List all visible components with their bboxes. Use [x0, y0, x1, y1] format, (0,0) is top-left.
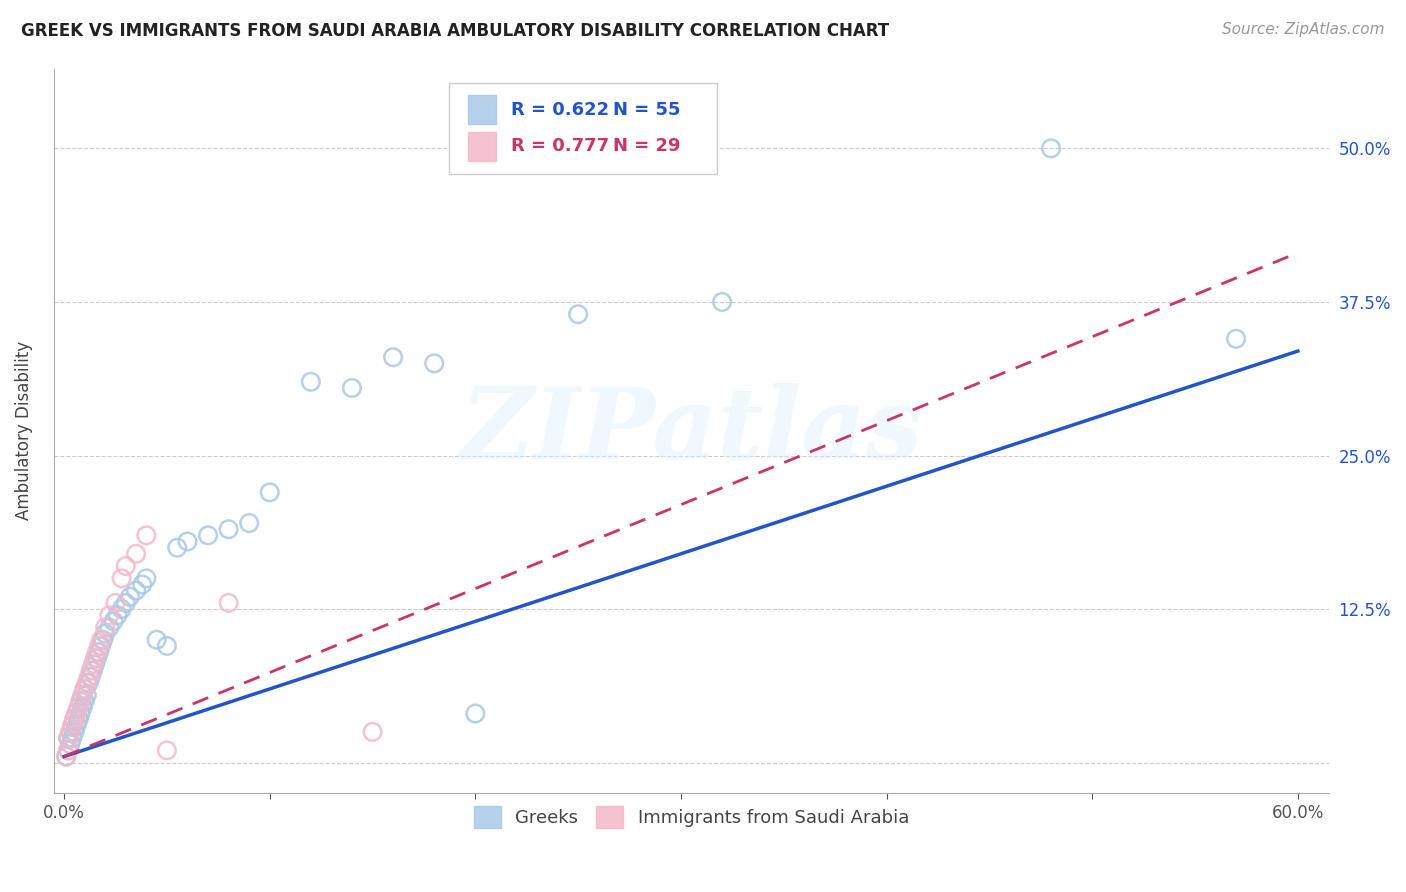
Text: N = 55: N = 55	[613, 101, 681, 119]
Point	[60, 719, 83, 733]
Point	[69, 694, 91, 708]
Point	[72, 688, 94, 702]
Point	[72, 700, 94, 714]
Point	[55, 749, 77, 764]
Point	[60, 719, 83, 733]
Text: ZIPatlas: ZIPatlas	[460, 383, 922, 479]
Point	[69, 694, 91, 708]
Point	[104, 596, 127, 610]
Point	[361, 725, 384, 739]
FancyBboxPatch shape	[468, 132, 496, 161]
Point	[567, 307, 589, 321]
Point	[125, 583, 148, 598]
Point	[111, 571, 134, 585]
Point	[103, 615, 125, 629]
Point	[86, 645, 108, 659]
Point	[156, 639, 179, 653]
Point	[176, 534, 198, 549]
Point	[91, 632, 114, 647]
Point	[166, 541, 188, 555]
Point	[58, 731, 80, 745]
Text: R = 0.622: R = 0.622	[512, 101, 610, 119]
Point	[58, 743, 80, 757]
Point	[114, 559, 136, 574]
Point	[1040, 141, 1063, 155]
Point	[1225, 332, 1247, 346]
Text: N = 29: N = 29	[613, 137, 681, 155]
Point	[340, 381, 363, 395]
Point	[125, 547, 148, 561]
Point	[80, 664, 103, 678]
Point	[58, 743, 80, 757]
Point	[73, 681, 96, 696]
Point	[135, 528, 157, 542]
Point	[135, 571, 157, 585]
FancyBboxPatch shape	[449, 83, 717, 174]
Point	[107, 608, 129, 623]
Point	[259, 485, 281, 500]
Point	[65, 719, 87, 733]
Point	[111, 602, 134, 616]
Point	[67, 713, 90, 727]
Point	[55, 749, 77, 764]
Point	[711, 294, 734, 309]
Point	[63, 713, 86, 727]
Text: R = 0.777: R = 0.777	[512, 137, 610, 155]
Point	[76, 675, 98, 690]
Point	[72, 688, 94, 702]
Point	[77, 670, 100, 684]
Point	[218, 596, 240, 610]
Point	[98, 620, 121, 634]
Point	[156, 743, 179, 757]
Point	[84, 651, 107, 665]
Point	[67, 700, 90, 714]
Point	[131, 577, 153, 591]
Point	[82, 657, 104, 672]
Point	[464, 706, 486, 721]
Point	[80, 670, 103, 684]
Point	[382, 350, 405, 364]
Point	[69, 706, 91, 721]
Point	[65, 706, 87, 721]
Point	[76, 688, 98, 702]
Point	[87, 639, 110, 653]
Point	[63, 713, 86, 727]
Point	[218, 522, 240, 536]
Point	[67, 700, 90, 714]
Y-axis label: Ambulatory Disability: Ambulatory Disability	[15, 342, 32, 521]
Point	[238, 516, 260, 530]
Point	[59, 725, 82, 739]
Point	[65, 706, 87, 721]
Point	[73, 681, 96, 696]
Point	[114, 596, 136, 610]
Point	[423, 356, 446, 370]
Text: Source: ZipAtlas.com: Source: ZipAtlas.com	[1222, 22, 1385, 37]
Point	[63, 725, 86, 739]
Point	[58, 731, 80, 745]
Point	[84, 657, 107, 672]
Point	[87, 645, 110, 659]
Point	[60, 731, 83, 745]
FancyBboxPatch shape	[468, 95, 496, 124]
Point	[98, 608, 121, 623]
Point	[77, 675, 100, 690]
Point	[94, 626, 117, 640]
Legend: Greeks, Immigrants from Saudi Arabia: Greeks, Immigrants from Saudi Arabia	[467, 798, 917, 835]
Point	[90, 632, 112, 647]
Text: GREEK VS IMMIGRANTS FROM SAUDI ARABIA AMBULATORY DISABILITY CORRELATION CHART: GREEK VS IMMIGRANTS FROM SAUDI ARABIA AM…	[21, 22, 889, 40]
Point	[118, 590, 141, 604]
Point	[86, 651, 108, 665]
Point	[59, 725, 82, 739]
Point	[59, 737, 82, 751]
Point	[94, 620, 117, 634]
Point	[197, 528, 219, 542]
Point	[299, 375, 322, 389]
Point	[82, 664, 104, 678]
Point	[145, 632, 167, 647]
Point	[73, 694, 96, 708]
Point	[90, 639, 112, 653]
